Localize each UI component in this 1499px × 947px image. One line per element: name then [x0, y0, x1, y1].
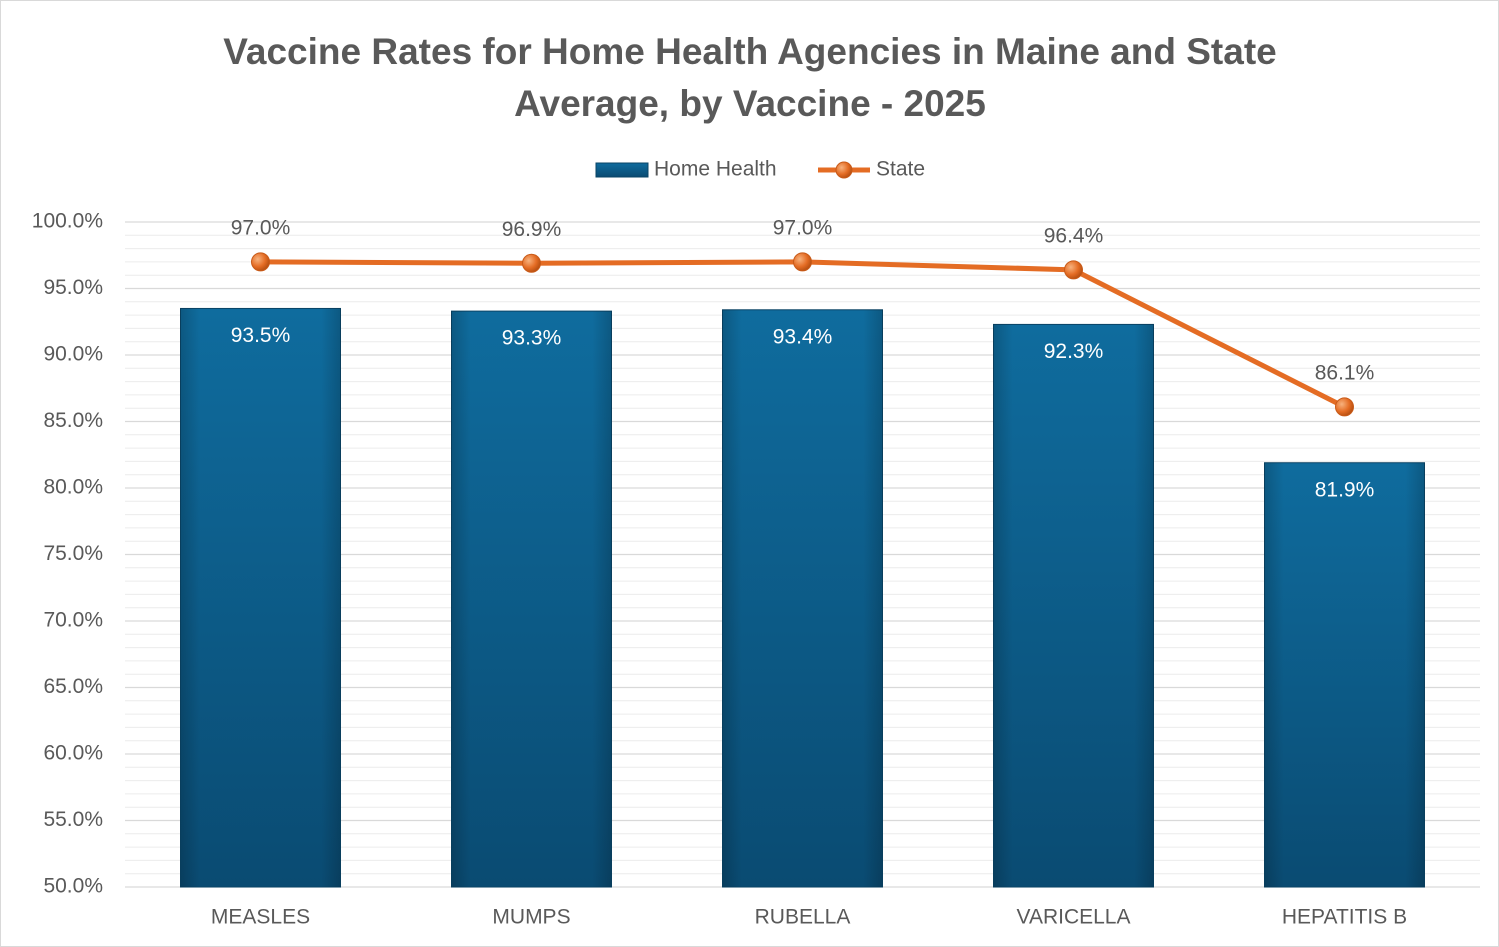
legend-label: Home Health — [654, 158, 777, 181]
bar-shade — [1264, 462, 1425, 887]
bar-shade — [722, 309, 883, 887]
line-marker — [1335, 397, 1354, 417]
data-label: 81.9% — [1315, 478, 1375, 501]
y-tick-label: 90.0% — [43, 343, 103, 366]
line-marker — [1064, 260, 1083, 280]
line-marker — [793, 252, 812, 272]
y-tick-label: 50.0% — [43, 875, 103, 898]
y-tick-label: 80.0% — [43, 476, 103, 499]
x-tick-label: MEASLES — [211, 906, 310, 929]
x-tick-label: VARICELLA — [1017, 906, 1131, 929]
data-label: 97.0% — [231, 216, 291, 239]
legend-item: Home Health — [595, 158, 777, 181]
data-label: 93.4% — [773, 325, 833, 348]
data-label: 96.4% — [1044, 224, 1104, 247]
legend-item: State — [818, 158, 925, 181]
legend-label: State — [876, 158, 925, 181]
y-tick-label: 65.0% — [43, 675, 103, 698]
data-label: 86.1% — [1315, 361, 1375, 384]
y-tick-label: 75.0% — [43, 542, 103, 565]
chart-title: Vaccine Rates for Home Health Agencies i… — [223, 31, 1277, 124]
line-marker — [522, 253, 541, 273]
data-label: 92.3% — [1044, 340, 1104, 363]
data-label: 93.3% — [502, 327, 562, 350]
data-label: 93.5% — [231, 324, 291, 347]
legend-swatch — [595, 162, 649, 178]
y-tick-label: 55.0% — [43, 808, 103, 831]
bar-shade — [451, 311, 612, 887]
x-tick-label: RUBELLA — [755, 906, 851, 929]
y-tick-label: 95.0% — [43, 276, 103, 299]
y-tick-label: 100.0% — [32, 210, 103, 233]
bar-shade — [180, 308, 341, 887]
x-tick-label: HEPATITIS B — [1282, 906, 1407, 929]
x-tick-label: MUMPS — [492, 906, 570, 929]
y-tick-label: 60.0% — [43, 742, 103, 765]
bar-shade — [993, 324, 1154, 887]
data-label: 96.9% — [502, 218, 562, 241]
y-tick-label: 85.0% — [43, 409, 103, 432]
y-tick-label: 70.0% — [43, 609, 103, 632]
line-marker — [251, 252, 270, 272]
data-label: 97.0% — [773, 216, 833, 239]
legend-swatch-marker — [835, 161, 853, 179]
